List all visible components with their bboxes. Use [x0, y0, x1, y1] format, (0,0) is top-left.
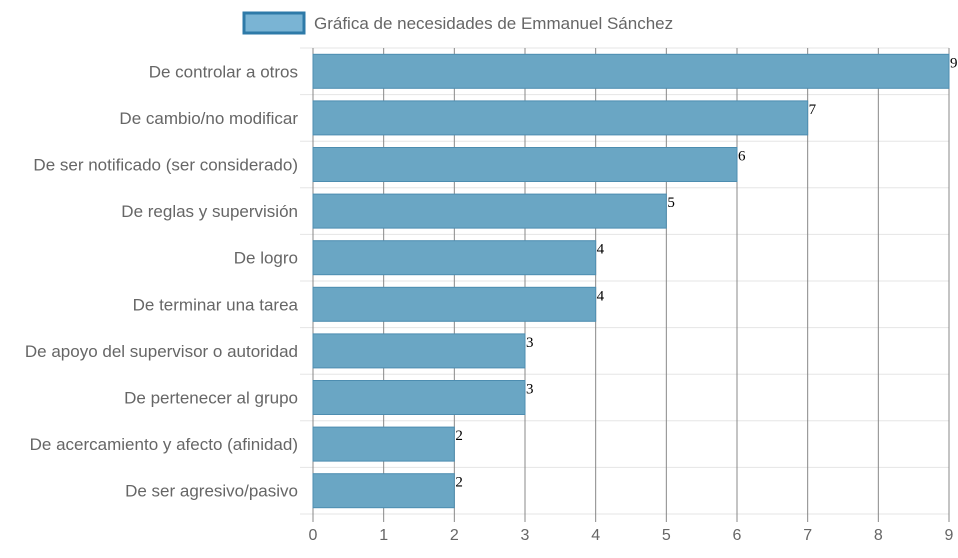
bars-group: [312, 53, 950, 509]
bar[interactable]: [312, 193, 667, 229]
bar-value-label: 9: [950, 55, 958, 71]
category-label: De apoyo del supervisor o autoridad: [25, 342, 298, 361]
legend-label[interactable]: Gráfica de necesidades de Emmanuel Sánch…: [314, 14, 673, 33]
bar[interactable]: [312, 426, 455, 462]
bar-value-label: 4: [597, 242, 605, 258]
bar-value-label: 3: [526, 335, 534, 351]
x-tick-label: 5: [662, 527, 671, 544]
category-label: De acercamiento y afecto (afinidad): [30, 435, 298, 454]
category-label: De ser notificado (ser considerado): [33, 156, 298, 175]
legend[interactable]: Gráfica de necesidades de Emmanuel Sánch…: [242, 11, 673, 35]
bar-value-label: 3: [526, 382, 534, 398]
category-label: De logro: [234, 249, 298, 268]
bar[interactable]: [312, 333, 526, 369]
bar[interactable]: [312, 240, 597, 276]
x-tick-label: 7: [803, 527, 812, 544]
x-tick-label: 4: [591, 527, 600, 544]
bar-value-label: 4: [597, 288, 605, 304]
x-axis-ticks: 0 1 2 3 4 5 6 7 8 9: [309, 527, 954, 544]
value-labels-group: 9 7 6 5 4 4 3 3 2 2: [455, 55, 957, 490]
category-label: De terminar una tarea: [133, 295, 299, 314]
category-labels-group: De controlar a otros De cambio/no modific…: [25, 62, 299, 500]
horizontal-grid: [300, 47, 949, 515]
x-tick-label: 9: [945, 527, 954, 544]
bar[interactable]: [312, 380, 526, 415]
x-tick-label: 0: [309, 527, 318, 544]
bar-value-label: 7: [809, 102, 817, 118]
category-label: De reglas y supervisión: [121, 202, 298, 221]
category-label: De cambio/no modificar: [119, 109, 298, 128]
x-tick-label: 2: [450, 527, 459, 544]
x-tick-label: 6: [733, 527, 742, 544]
x-tick-label: 8: [874, 527, 883, 544]
bar[interactable]: [312, 100, 809, 136]
bar[interactable]: [312, 286, 597, 322]
bar-value-label: 6: [738, 149, 746, 165]
category-label: De controlar a otros: [149, 62, 298, 81]
bar[interactable]: [312, 53, 950, 89]
bar-value-label: 2: [455, 475, 463, 491]
bar-value-label: 5: [667, 195, 675, 211]
bar[interactable]: [312, 473, 455, 509]
bar[interactable]: [312, 147, 738, 182]
x-tick-label: 3: [521, 527, 530, 544]
bar-value-label: 2: [455, 428, 463, 444]
legend-swatch[interactable]: [242, 11, 306, 35]
category-label: De pertenecer al grupo: [124, 389, 298, 408]
category-label: De ser agresivo/pasivo: [125, 482, 298, 501]
x-tick-label: 1: [379, 527, 388, 544]
